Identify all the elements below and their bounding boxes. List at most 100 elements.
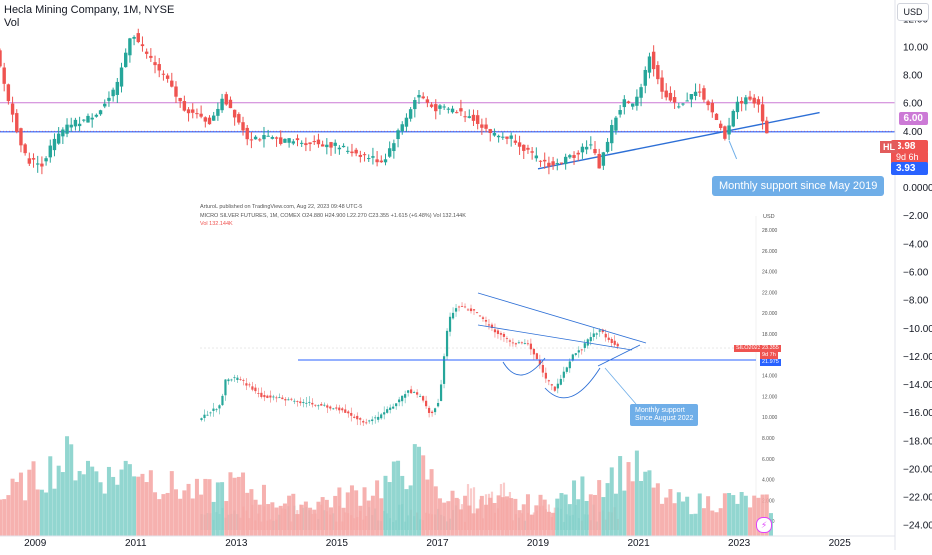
candle-body xyxy=(702,88,706,100)
x-tick-label: 2009 xyxy=(24,538,47,549)
inset-candle-body xyxy=(200,418,203,420)
inset-candle-body xyxy=(362,421,365,423)
inset-candle-body xyxy=(215,409,218,411)
volume-bar xyxy=(605,483,610,536)
candle-body xyxy=(153,62,157,66)
lightning-icon[interactable]: ⚡ xyxy=(756,517,772,533)
volume-bar xyxy=(626,462,631,536)
volume-bar xyxy=(588,494,593,536)
support-callout: Monthly support since May 2019 xyxy=(712,176,885,196)
chart-title: Hecla Mining Company, 1M, NYSE xyxy=(4,4,175,16)
inset-candle-body xyxy=(607,337,610,340)
candle-body xyxy=(279,137,283,144)
inset-candle-body xyxy=(299,401,302,404)
volume-bar xyxy=(760,494,765,536)
x-tick-label: 2021 xyxy=(627,538,650,549)
x-tick-label: 2023 xyxy=(728,538,751,549)
candle-body xyxy=(442,106,446,108)
inset-candle-body xyxy=(463,306,467,308)
candle-body xyxy=(40,163,44,167)
countdown-tag: 9d 6h xyxy=(891,151,928,164)
candle-body xyxy=(597,153,601,169)
volume-bar xyxy=(383,475,388,536)
volume-bar xyxy=(551,512,556,536)
candle-body xyxy=(216,108,220,116)
inset-candle-body xyxy=(314,404,317,406)
inset-support-tag: 21.975 xyxy=(760,359,781,366)
inset-candle-body xyxy=(395,403,398,407)
inset-ohlc: MICRO SILVER FUTURES, 1M, COMEX O24.880 … xyxy=(200,213,466,219)
volume-bar xyxy=(647,470,652,536)
inset-candle-body xyxy=(389,407,392,410)
inset-candle-body xyxy=(553,386,556,391)
inset-candle-body xyxy=(454,308,458,312)
candle-body xyxy=(220,98,224,111)
candle-body xyxy=(760,104,765,122)
candle-body xyxy=(0,50,2,67)
candle-body xyxy=(383,159,388,163)
y-tick-label: −8.00 xyxy=(903,296,929,307)
candle-body xyxy=(253,136,258,140)
volume-bar xyxy=(756,497,761,536)
candle-body xyxy=(475,115,480,124)
volume-bar xyxy=(98,482,103,536)
inset-candle-body xyxy=(236,377,239,380)
inset-volume-bar xyxy=(472,487,476,530)
candle-body xyxy=(513,140,518,143)
inset-volume-bar xyxy=(227,514,230,530)
volume-bar xyxy=(576,499,581,536)
x-tick-label: 2019 xyxy=(527,538,550,549)
candle-body xyxy=(266,135,270,137)
callout-pointer xyxy=(728,140,738,160)
volume-bar xyxy=(618,456,623,536)
volume-bar xyxy=(31,461,36,536)
inset-candle-body xyxy=(284,399,287,401)
volume-bar xyxy=(421,455,426,536)
inset-triangle xyxy=(477,292,647,351)
volume-bar xyxy=(584,501,589,536)
inset-candle-body xyxy=(616,343,619,347)
candle-body xyxy=(337,147,342,150)
candle-body xyxy=(287,138,291,143)
volume-bar xyxy=(148,470,153,536)
y-tick-label: 4.00 xyxy=(903,127,923,138)
candle-body xyxy=(375,159,379,163)
volume-bar xyxy=(722,493,727,536)
inset-candle-body xyxy=(410,389,413,394)
inset-candle-body xyxy=(460,305,464,307)
y-tick-label: −24.00 xyxy=(903,521,932,532)
candle-body xyxy=(119,67,124,87)
candle-body xyxy=(400,124,404,132)
inset-candle-body xyxy=(571,354,574,361)
candle-body xyxy=(731,110,735,127)
inset-candle-body xyxy=(457,306,461,308)
volume-bar xyxy=(362,487,367,536)
candle-body xyxy=(492,132,497,136)
inset-currency: USD xyxy=(763,214,775,220)
inset-y-tick: 4.000 xyxy=(762,478,775,484)
currency-button[interactable]: USD xyxy=(897,3,929,21)
inset-candle-body xyxy=(248,384,251,386)
candle-body xyxy=(211,115,216,121)
inset-candle-body xyxy=(407,390,410,393)
volume-bar xyxy=(236,476,241,536)
candle-body xyxy=(132,36,136,39)
volume-bar xyxy=(375,480,380,536)
inset-candle-body xyxy=(245,383,248,386)
inset-candle-body xyxy=(499,333,503,335)
volume-bar xyxy=(257,504,262,536)
volume-bar xyxy=(65,436,70,536)
volume-bar xyxy=(157,499,162,536)
volume-bar xyxy=(52,488,57,536)
inset-candle-body xyxy=(212,408,215,411)
volume-bar xyxy=(39,489,44,536)
inset-candle-body xyxy=(221,395,224,406)
candle-body xyxy=(392,143,396,152)
y-tick-label: 0.0000 xyxy=(903,183,932,194)
volume-bar xyxy=(102,493,107,536)
candle-body xyxy=(82,119,86,121)
candle-body xyxy=(660,77,664,92)
inset-candle-body xyxy=(580,349,583,351)
